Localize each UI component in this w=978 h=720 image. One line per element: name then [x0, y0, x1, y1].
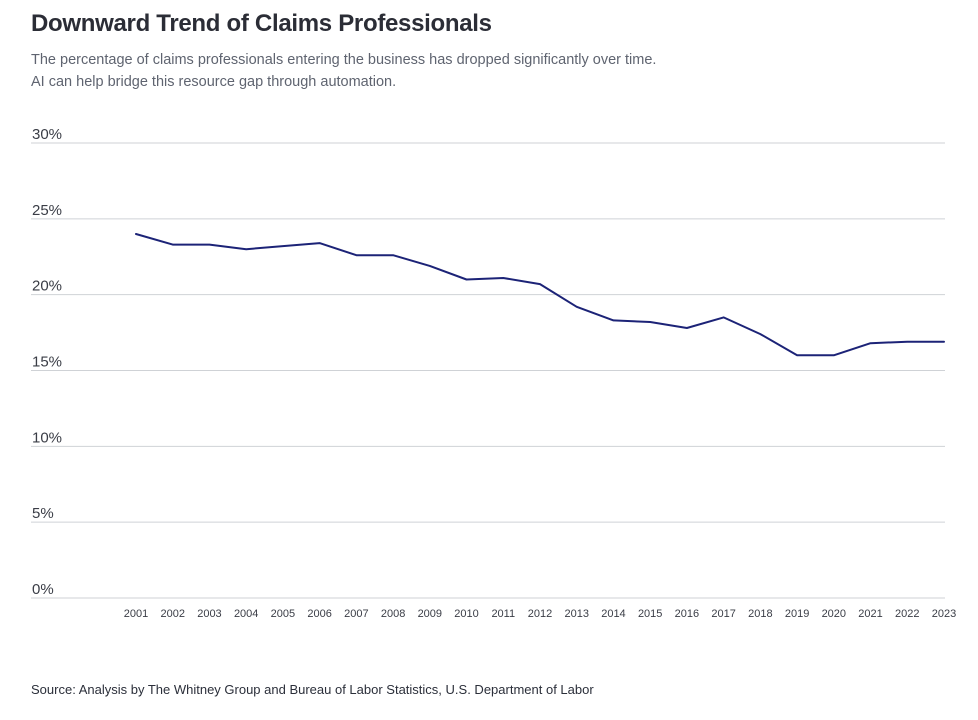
data-point-2011: [500, 275, 506, 281]
y-tick-label: 15%: [32, 354, 62, 371]
x-tick-label: 2001: [124, 608, 148, 620]
x-tick-label: 2002: [160, 608, 184, 620]
x-tick-label: 2010: [454, 608, 478, 620]
y-tick-label: 20%: [32, 278, 62, 295]
data-point-2017: [721, 314, 727, 320]
source-note: Source: Analysis by The Whitney Group an…: [31, 682, 594, 697]
gridlines: [31, 142, 945, 599]
x-tick-label: 2005: [271, 608, 295, 620]
y-tick-label: 30%: [32, 126, 62, 143]
chart-subtitle-line-2: AI can help bridge this resource gap thr…: [31, 74, 397, 90]
x-tick-label: 2009: [418, 608, 442, 620]
data-point-2015: [647, 319, 653, 325]
x-tick-label: 2006: [307, 608, 331, 620]
data-point-2012: [537, 281, 543, 287]
x-tick-label: 2020: [822, 608, 846, 620]
data-point-2010: [464, 277, 470, 283]
data-point-2007: [353, 252, 359, 258]
x-tick-label: 2023: [932, 608, 956, 620]
x-tick-label: 2012: [528, 608, 552, 620]
x-tick-label: 2004: [234, 608, 258, 620]
x-tick-label: 2008: [381, 608, 405, 620]
data-point-2001: [133, 231, 139, 237]
x-tick-label: 2007: [344, 608, 368, 620]
line-chart: 0% 5% 10% 15% 20% 25% 30% 2001 2002 2003 2004 2005…: [31, 126, 956, 620]
y-axis-tick-labels: 0% 5% 10% 15% 20% 25% 30%: [32, 126, 62, 598]
x-tick-label: 2015: [638, 608, 662, 620]
data-point-2003: [206, 242, 212, 248]
data-point-2002: [170, 242, 176, 248]
x-tick-label: 2003: [197, 608, 221, 620]
data-point-2008: [390, 252, 396, 258]
x-tick-label: 2011: [491, 608, 515, 620]
data-point-2022: [904, 339, 910, 345]
x-tick-label: 2017: [711, 608, 735, 620]
x-tick-label: 2016: [675, 608, 699, 620]
series-layer: [133, 231, 947, 358]
y-tick-label: 10%: [32, 429, 62, 446]
data-point-2018: [757, 331, 763, 337]
data-point-2016: [684, 325, 690, 331]
x-axis-tick-labels: 2001 2002 2003 2004 2005 2006 2007 2008 2009 2010…: [124, 608, 956, 620]
data-point-2013: [574, 304, 580, 310]
chart-title: Downward Trend of Claims Professionals: [31, 10, 492, 37]
data-point-2023: [941, 339, 947, 345]
y-tick-label: 25%: [32, 202, 62, 219]
chart-subtitle-line-1: The percentage of claims professionals e…: [31, 52, 657, 68]
x-tick-label: 2018: [748, 608, 772, 620]
data-point-2021: [868, 340, 874, 346]
data-point-2019: [794, 352, 800, 358]
x-tick-label: 2021: [858, 608, 882, 620]
data-point-2009: [427, 263, 433, 269]
x-tick-label: 2022: [895, 608, 919, 620]
series-line: [135, 233, 945, 357]
data-point-2006: [317, 240, 323, 246]
x-tick-label: 2013: [564, 608, 588, 620]
x-tick-label: 2019: [785, 608, 809, 620]
data-point-2004: [243, 246, 249, 252]
y-tick-label: 0%: [32, 581, 54, 598]
x-tick-label: 2014: [601, 608, 625, 620]
data-point-2005: [280, 243, 286, 249]
y-tick-label: 5%: [32, 505, 54, 522]
data-point-2014: [610, 317, 616, 323]
data-point-2020: [831, 352, 837, 358]
